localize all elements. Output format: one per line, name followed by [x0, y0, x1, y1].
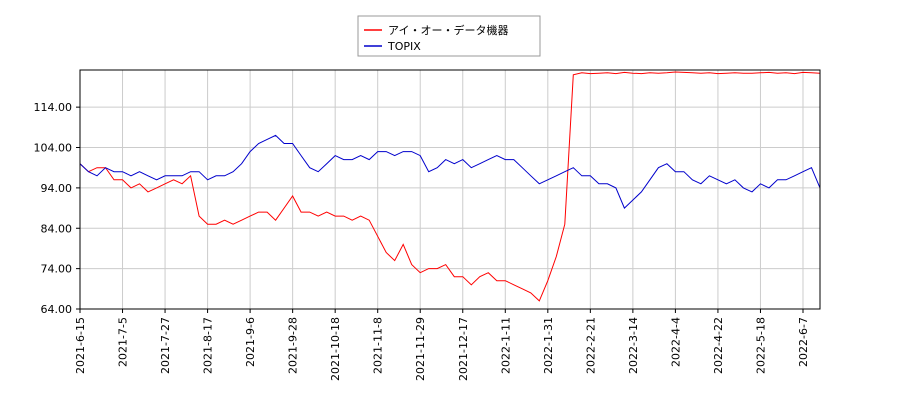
x-tick-label: 2022-6-7: [797, 317, 810, 367]
y-tick-label: 104.00: [34, 142, 73, 155]
x-tick-label: 2021-9-6: [244, 317, 257, 367]
x-tick-label: 2021-10-18: [329, 317, 342, 381]
legend-label: アイ・オー・データ機器: [388, 23, 508, 37]
x-tick-label: 2021-11-8: [372, 317, 385, 374]
plot-frame: [79, 69, 821, 310]
x-tick-label: 2022-4-22: [712, 317, 725, 374]
y-tick-label: 94.00: [41, 182, 73, 195]
x-tick-label: 2022-3-14: [627, 317, 640, 374]
x-tick-label: 2022-2-21: [584, 317, 597, 374]
x-tick-label: 2021-6-15: [74, 317, 87, 374]
x-tick-label: 2021-9-28: [287, 317, 300, 374]
series-line: [79, 71, 821, 302]
grid: [79, 70, 820, 310]
x-tick-label: 2021-8-17: [202, 317, 215, 374]
x-tick-label: 2021-12-17: [457, 317, 470, 381]
labels: 64.00 74.00 84.00 94.00 104.00 114.00 2021-6-1…: [34, 101, 810, 381]
legend: [357, 15, 541, 57]
y-tick-label: 74.00: [41, 263, 73, 276]
legend-label: TOPIX: [387, 40, 421, 53]
x-tick-label: 2021-7-27: [159, 317, 172, 374]
x-tick-label: 2022-5-18: [754, 317, 767, 374]
y-tick-label: 64.00: [41, 303, 73, 316]
y-tick-label: 114.00: [34, 101, 73, 114]
x-tick-label: 2022-1-31: [542, 317, 555, 374]
x-tick-label: 2022-1-11: [499, 317, 512, 374]
x-tick-label: 2021-11-29: [414, 317, 427, 381]
series-line: [79, 134, 821, 209]
x-tick-label: 2021-7-5: [117, 317, 130, 367]
lines: [79, 71, 821, 302]
x-tick-label: 2022-4-4: [669, 317, 682, 367]
legend-entries: アイ・オー・データ機器 TOPIX: [364, 23, 508, 53]
y-tick-label: 84.00: [41, 222, 73, 235]
